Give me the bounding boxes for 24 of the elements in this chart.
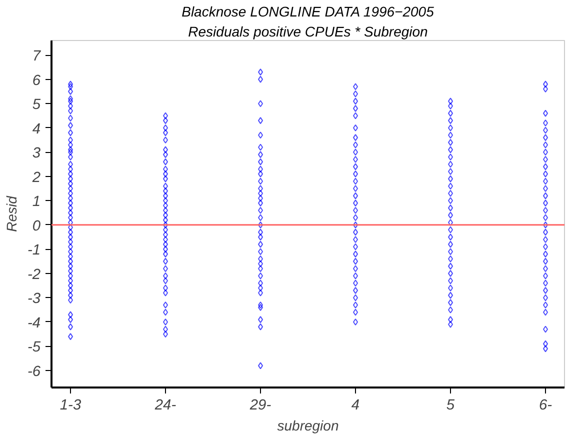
y-tick-label: 0	[32, 218, 42, 234]
y-tick-label: -6	[27, 364, 42, 380]
y-tick-label: -3	[27, 291, 42, 308]
x-tick-label: 29-	[248, 398, 272, 414]
x-tick-label: 4	[351, 398, 360, 414]
y-tick-label: 1	[32, 194, 41, 210]
x-axis-title: subregion	[277, 418, 339, 434]
y-tick-label: 7	[32, 48, 42, 65]
chart-title: Blacknose LONGLINE DATA 1996−2005	[182, 4, 434, 20]
y-axis-title: Resid	[3, 194, 20, 232]
y-tick-label: 5	[32, 97, 42, 114]
x-tick-label: 6-	[538, 398, 552, 414]
y-tick-label: 4	[32, 121, 41, 138]
y-tick-label: 6	[32, 72, 42, 89]
y-tick-label: -5	[27, 340, 42, 356]
chart-subtitle: Residuals positive CPUEs * Subregion	[188, 24, 428, 40]
y-tick-label: -4	[27, 315, 41, 332]
x-tick-label: 5	[446, 398, 456, 414]
y-tick-label: -1	[27, 242, 41, 259]
y-tick-label: 3	[32, 146, 42, 162]
x-tick-label: 1-3	[60, 398, 82, 414]
y-tick-label: -2	[27, 266, 41, 283]
y-tick-label: 2	[31, 170, 41, 186]
x-tick-label: 24-	[154, 398, 176, 414]
